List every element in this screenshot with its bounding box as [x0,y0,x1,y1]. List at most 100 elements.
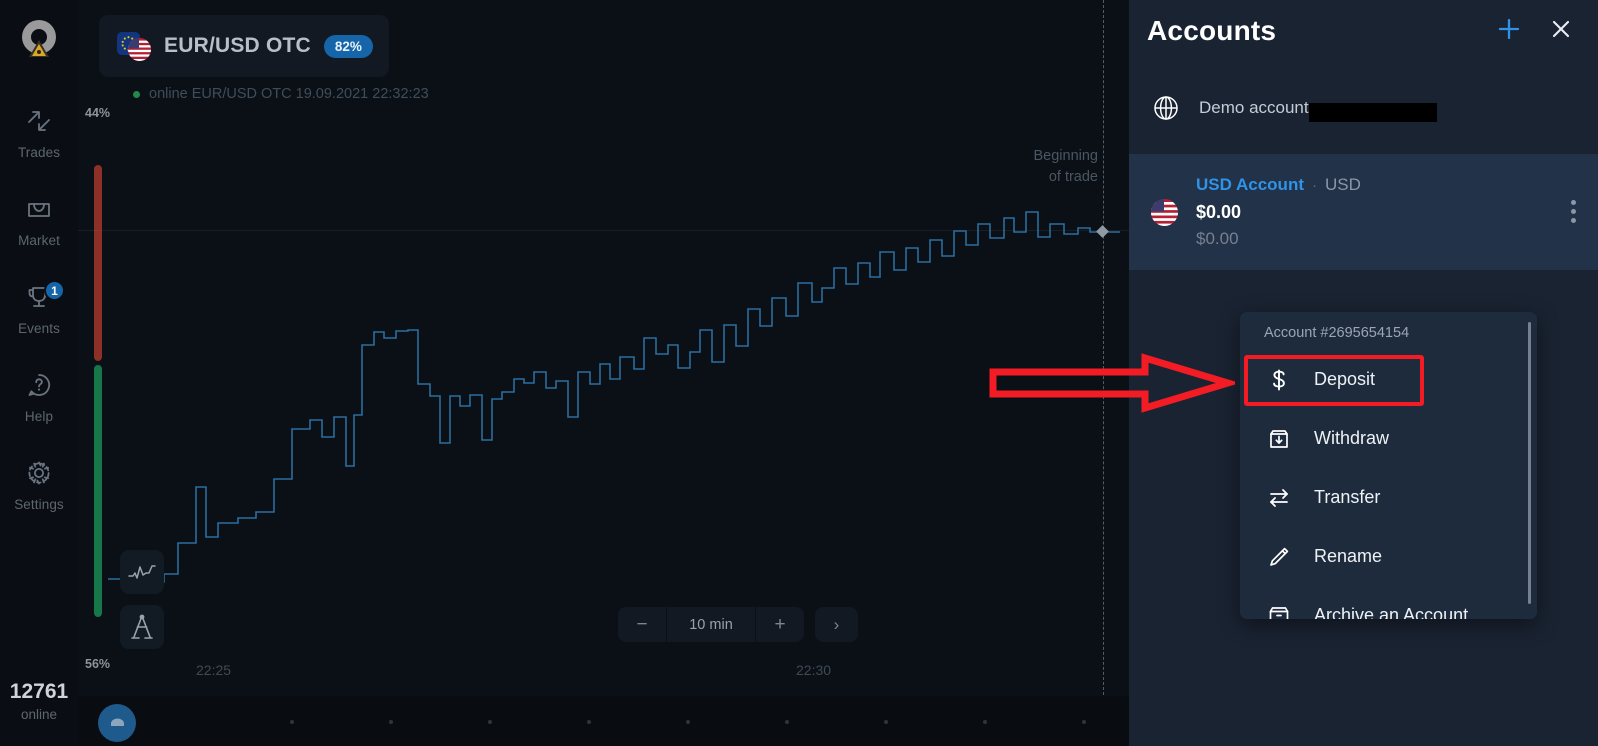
platform-logo[interactable] [15,14,63,62]
menu-scrollbar[interactable] [1528,322,1531,604]
divider [666,607,667,642]
account-options-button[interactable] [1571,200,1576,223]
red-pointer-arrow [989,353,1235,413]
divider [755,607,756,642]
timeframe-next-button[interactable]: › [815,607,858,642]
market-icon [22,192,56,226]
timeframe-increase-button[interactable]: + [774,613,786,635]
sidebar-item-help[interactable]: Help [0,352,78,440]
redaction-bar [1308,103,1437,122]
chart-area: EUR/USD OTC 82% online EUR/USD OTC 19.09… [78,0,1129,746]
menu-item-label: Transfer [1314,487,1381,507]
account-info: USD Account · USD $0.00 $0.00 [1196,175,1578,249]
menu-item-archive[interactable]: Archive an Account [1240,586,1537,619]
beginning-line-2: of trade [1048,169,1098,185]
sidebar-item-label: Trades [17,145,61,160]
pencil-icon [1266,544,1292,570]
strip-dot [983,720,987,724]
sidebar-item-label: Market [18,233,60,248]
menu-item-withdraw[interactable]: Withdraw [1240,409,1537,468]
timeframe-value: 10 min [689,616,733,633]
sidebar-nav: Trades Market [0,88,78,528]
menu-item-deposit[interactable]: Deposit [1240,350,1537,409]
archive-icon [1266,603,1292,619]
account-context-menu: Account #2695654154 Deposit Withdraw [1240,312,1537,619]
dollar-icon [1266,367,1292,393]
sentiment-top-label: 44% [85,106,111,120]
strip-dot [290,720,294,724]
sidebar-item-market[interactable]: Market [0,176,78,264]
eur-usd-flag-icon [117,32,151,61]
transfer-icon [1266,485,1292,511]
account-title-line: USD Account · USD [1196,175,1578,195]
page-title: Accounts [1147,15,1277,46]
sidebar-item-trades[interactable]: Trades [0,88,78,176]
menu-item-label: Deposit [1314,369,1376,389]
status-text: online EUR/USD OTC 19.09.2021 22:32:23 [149,86,429,102]
beginning-line-1: Beginning [1033,148,1099,164]
sidebar-item-label: Events [18,321,60,336]
sentiment-bar-down [94,165,102,361]
payout-badge: 82% [323,34,373,58]
strip-dot [1082,720,1086,724]
price-chart[interactable] [78,0,1129,746]
asset-tab[interactable]: EUR/USD OTC 82% [99,15,389,77]
menu-item-label: Rename [1314,546,1383,566]
strip-dot [785,720,789,724]
account-number-label: Account #2695654154 [1264,325,1410,341]
sidebar-item-settings[interactable]: Settings [0,440,78,528]
timeframe-decrease-button[interactable]: − [636,613,648,635]
chart-type-icon[interactable] [120,550,164,594]
sentiment-bottom-label: 56% [85,657,111,671]
us-flag-icon [1151,198,1178,226]
menu-item-transfer[interactable]: Transfer [1240,468,1537,527]
online-users-counter: 12761 online [0,680,78,722]
time-axis-label: 22:30 [796,662,832,678]
separator: · [1312,177,1317,194]
gear-icon [22,456,56,490]
account-row-demo[interactable]: Demo account [1129,62,1598,154]
strip-dot [587,720,591,724]
online-label: online [20,707,58,722]
add-account-button[interactable] [1488,8,1530,50]
sidebar-item-label: Settings [14,497,64,512]
online-status-dot [133,90,140,98]
support-chat-button[interactable] [98,704,136,742]
account-balance-secondary: $0.00 [1196,229,1239,248]
account-name: Demo account [1199,98,1309,117]
sidebar-item-events[interactable]: 1 Events [0,264,78,352]
panel-actions [1488,8,1582,50]
asset-status-line: online EUR/USD OTC 19.09.2021 22:32:23 [133,86,429,102]
account-name: USD Account [1196,175,1304,194]
timeframe-control: − 10 min + [618,607,804,642]
account-row-usd[interactable]: USD Account · USD $0.00 $0.00 [1129,154,1598,270]
beginning-of-trade-label: Beginning of trade [978,146,1099,188]
sidebar-item-label: Help [24,409,54,424]
drawing-tools-icon[interactable] [120,605,164,649]
sentiment-bar-up [94,365,102,617]
online-count: 12761 [9,680,69,703]
bottom-strip [78,696,1129,746]
trades-icon [22,104,56,138]
time-axis-label: 22:25 [196,662,232,678]
strip-dot [488,720,492,724]
price-gridline [78,230,1129,231]
strip-dot [686,720,690,724]
help-icon [22,368,56,402]
asset-name: EUR/USD OTC [164,34,311,57]
menu-item-rename[interactable]: Rename [1240,527,1537,586]
account-currency: USD [1325,175,1361,194]
withdraw-icon [1266,426,1292,452]
globe-icon [1151,93,1181,123]
events-badge: 1 [44,280,65,301]
account-balance: $0.00 [1196,202,1242,222]
account-info: Demo account [1199,98,1578,122]
strip-dot [389,720,393,724]
left-sidebar: Trades Market [0,0,78,746]
close-icon[interactable] [1540,8,1582,50]
accounts-panel-header: Accounts [1129,0,1598,62]
menu-item-label: Archive an Account [1314,605,1469,619]
strip-dot [884,720,888,724]
beginning-of-trade-line [1103,0,1104,700]
